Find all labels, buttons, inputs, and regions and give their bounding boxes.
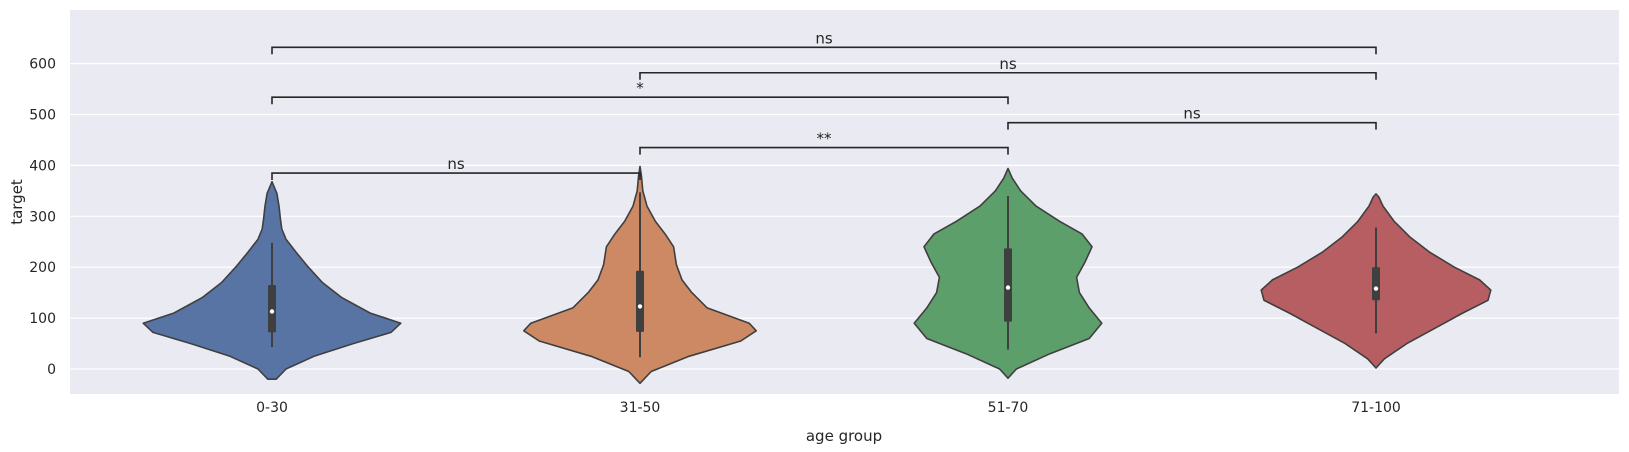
violin-0-30 (142, 180, 402, 380)
annotation-label: ns (999, 55, 1017, 73)
bracket-line (271, 96, 1009, 105)
violin-iqr-box (636, 270, 644, 332)
bracket-line (639, 71, 1377, 80)
violin-71-100 (1260, 193, 1492, 369)
bracket-line (271, 46, 1377, 55)
violin-51-70 (913, 167, 1103, 379)
bracket-line (1007, 121, 1377, 130)
bracket-line (271, 172, 641, 181)
violin-median-dot (269, 309, 275, 314)
violins (142, 165, 1492, 385)
x-tick-label: 51-70 (988, 400, 1029, 416)
x-axis-label: age group (806, 427, 882, 445)
annotation-label: ns (815, 29, 833, 47)
y-tick-label: 500 (29, 108, 56, 124)
y-tick-label: 400 (29, 158, 56, 174)
x-tick-label: 31-50 (620, 400, 661, 416)
annotation-label: * (636, 79, 644, 97)
violin-iqr-box (268, 285, 276, 333)
violin-median-dot (1005, 285, 1011, 290)
violin-iqr-box (1372, 267, 1380, 301)
annotation-bracket: ** (639, 130, 1009, 155)
y-tick-label: 300 (29, 209, 56, 225)
y-tick-label: 200 (29, 260, 56, 276)
annotation-label: ns (1183, 105, 1201, 123)
violin-31-50 (523, 165, 757, 385)
annotation-label: ns (447, 155, 465, 173)
violin-median-dot (637, 304, 643, 309)
x-tick-label: 0-30 (256, 400, 288, 416)
x-tick-label: 71-100 (1351, 400, 1401, 416)
y-tick-label: 100 (29, 311, 56, 327)
y-tick-label: 600 (29, 57, 56, 73)
violin-iqr-box (1004, 248, 1012, 322)
annotation-bracket: ns (1007, 105, 1377, 130)
violin-median-dot (1373, 286, 1379, 291)
y-tick-labels: 0 100 200 300 400 500 600 (29, 57, 56, 378)
bracket-line (639, 146, 1009, 155)
annotation-label: ** (817, 130, 833, 148)
annotation-bracket: * (271, 79, 1009, 105)
significance-annotations: ns ** ns * ns ns (271, 29, 1377, 181)
y-axis-label: target (8, 179, 26, 225)
y-tick-label: 0 (47, 362, 56, 378)
x-tick-labels: 0-30 31-50 51-70 71-100 (256, 400, 1401, 416)
annotation-bracket: ns (271, 29, 1377, 55)
annotation-bracket: ns (271, 155, 641, 181)
annotation-bracket: ns (639, 55, 1377, 80)
